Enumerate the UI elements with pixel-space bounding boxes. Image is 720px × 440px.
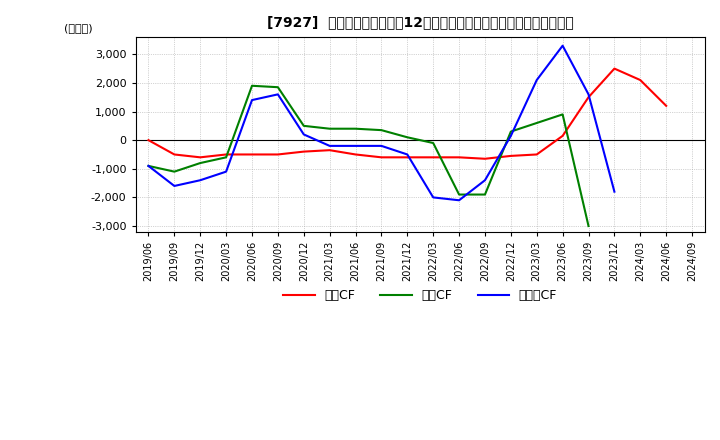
フリーCF — [507, 133, 516, 139]
Legend: 営業CF, 投資CF, フリーCF: 営業CF, 投資CF, フリーCF — [279, 284, 562, 307]
フリーCF — [377, 143, 386, 149]
フリーCF — [429, 195, 438, 200]
フリーCF — [351, 143, 360, 149]
投資CF — [429, 140, 438, 146]
投資CF — [170, 169, 179, 174]
フリーCF — [248, 97, 256, 103]
フリーCF — [170, 183, 179, 189]
Line: 投資CF: 投資CF — [148, 86, 588, 226]
フリーCF — [222, 169, 230, 174]
投資CF — [584, 224, 593, 229]
営業CF — [196, 155, 204, 160]
投資CF — [558, 112, 567, 117]
営業CF — [584, 95, 593, 100]
フリーCF — [300, 132, 308, 137]
投資CF — [144, 163, 153, 169]
Y-axis label: (百万円): (百万円) — [64, 23, 93, 33]
フリーCF — [403, 152, 412, 157]
フリーCF — [274, 92, 282, 97]
フリーCF — [532, 77, 541, 83]
投資CF — [377, 128, 386, 133]
Line: フリーCF: フリーCF — [148, 46, 614, 200]
営業CF — [610, 66, 618, 71]
Line: 営業CF: 営業CF — [148, 69, 666, 159]
投資CF — [481, 192, 490, 197]
営業CF — [558, 133, 567, 139]
フリーCF — [144, 163, 153, 169]
投資CF — [325, 126, 334, 132]
投資CF — [507, 129, 516, 134]
営業CF — [636, 77, 644, 83]
フリーCF — [610, 189, 618, 194]
フリーCF — [584, 92, 593, 97]
投資CF — [274, 84, 282, 90]
投資CF — [196, 161, 204, 166]
営業CF — [300, 149, 308, 154]
営業CF — [662, 103, 670, 108]
営業CF — [222, 152, 230, 157]
投資CF — [222, 155, 230, 160]
投資CF — [248, 83, 256, 88]
投資CF — [300, 123, 308, 128]
営業CF — [144, 138, 153, 143]
フリーCF — [196, 178, 204, 183]
フリーCF — [481, 178, 490, 183]
営業CF — [325, 147, 334, 153]
営業CF — [455, 155, 464, 160]
営業CF — [507, 153, 516, 158]
営業CF — [351, 152, 360, 157]
営業CF — [532, 152, 541, 157]
投資CF — [532, 121, 541, 126]
営業CF — [274, 152, 282, 157]
フリーCF — [325, 143, 334, 149]
営業CF — [429, 155, 438, 160]
フリーCF — [558, 43, 567, 48]
Title: [7927]  キャッシュフローの12か月移動合計の対前年同期増減額の推移: [7927] キャッシュフローの12か月移動合計の対前年同期増減額の推移 — [267, 15, 574, 29]
フリーCF — [455, 198, 464, 203]
投資CF — [351, 126, 360, 132]
投資CF — [403, 135, 412, 140]
営業CF — [248, 152, 256, 157]
営業CF — [481, 156, 490, 161]
営業CF — [403, 155, 412, 160]
営業CF — [377, 155, 386, 160]
営業CF — [170, 152, 179, 157]
投資CF — [455, 192, 464, 197]
